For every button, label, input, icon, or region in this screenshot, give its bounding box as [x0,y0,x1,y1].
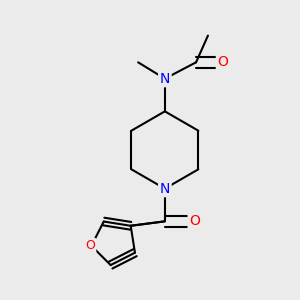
Text: O: O [189,214,200,228]
Text: O: O [85,239,95,252]
Text: N: N [160,72,170,86]
Text: N: N [160,182,170,196]
Text: O: O [218,55,228,69]
